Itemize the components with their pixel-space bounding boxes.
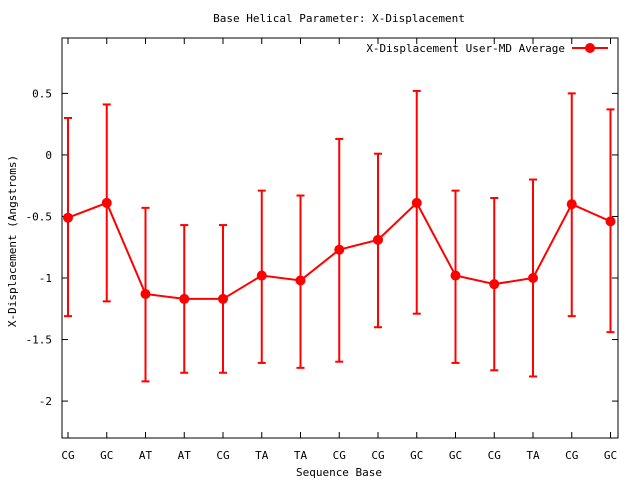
legend: X-Displacement User-MD Average <box>366 42 608 55</box>
x-tick-label: GC <box>604 449 617 462</box>
data-point <box>218 293 228 304</box>
data-point <box>605 216 616 227</box>
data-point <box>295 275 306 286</box>
data-point <box>489 279 500 290</box>
chart-title: Base Helical Parameter: X-Displacement <box>213 12 465 25</box>
y-tick-label: -0.5 <box>26 210 53 223</box>
data-point <box>63 212 73 223</box>
y-axis: 0.5 0 -0.5 -1 -1.5 -2 <box>26 87 618 408</box>
x-tick-label: CG <box>565 449 578 462</box>
data-point <box>566 199 577 210</box>
x-tick-label: AT <box>178 449 192 462</box>
data-point <box>411 197 422 208</box>
x-tick-label: GC <box>410 449 423 462</box>
data-point <box>179 293 190 304</box>
x-tick-label: CG <box>61 449 74 462</box>
y-tick-label: 0.5 <box>32 87 52 100</box>
x-tick-label: CG <box>333 449 346 462</box>
x-tick-label: AT <box>139 449 153 462</box>
x-tick-label: GC <box>100 449 113 462</box>
data-point <box>101 197 112 208</box>
y-tick-label: 0 <box>45 149 52 162</box>
x-tick-label: CG <box>371 449 384 462</box>
data-point <box>334 244 345 255</box>
data-point <box>450 270 461 281</box>
x-tick-label: TA <box>526 449 540 462</box>
x-tick-label: TA <box>294 449 308 462</box>
x-tick-label: CG <box>216 449 229 462</box>
y-tick-label: -1.5 <box>26 334 53 347</box>
x-tick-label: TA <box>255 449 269 462</box>
legend-marker <box>585 43 595 53</box>
x-tick-label: GC <box>449 449 462 462</box>
y-tick-label: -1 <box>39 272 52 285</box>
legend-label: X-Displacement User-MD Average <box>366 42 565 55</box>
y-axis-label: X-Displacement (Angstroms) <box>6 155 19 327</box>
x-tick-label: CG <box>488 449 501 462</box>
series-group <box>63 89 616 383</box>
data-point <box>256 270 267 281</box>
data-point <box>373 234 383 245</box>
data-point <box>140 289 151 299</box>
data-point <box>528 273 538 283</box>
y-tick-label: -2 <box>39 395 52 408</box>
x-axis-label: Sequence Base <box>296 466 382 479</box>
plot-frame <box>61 37 619 439</box>
x-axis: CG GC AT AT CG TA TA CG CG GC GC CG TA CG GC <box>61 38 617 462</box>
